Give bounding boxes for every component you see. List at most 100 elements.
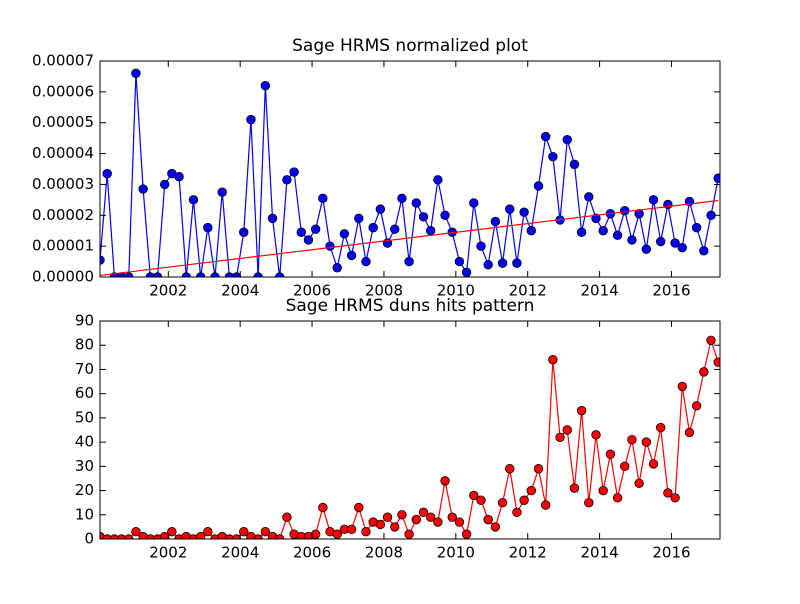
data-point	[591, 213, 601, 224]
data-point	[239, 527, 249, 537]
chart-title: Sage HRMS normalized plot	[292, 36, 528, 56]
data-point	[691, 222, 702, 233]
y-tick-label: 10	[75, 505, 94, 523]
y-tick-label: 20	[75, 481, 94, 499]
data-point	[361, 256, 371, 267]
data-point	[533, 464, 544, 474]
data-point	[440, 476, 450, 486]
data-point	[303, 235, 314, 245]
data-point	[181, 272, 191, 277]
y-tick-label: 0.00007	[32, 52, 94, 70]
data-point	[404, 256, 414, 267]
data-point	[505, 464, 515, 474]
data-point	[253, 272, 263, 277]
data-point	[425, 512, 436, 522]
data-point	[548, 151, 558, 162]
data-point	[627, 434, 637, 445]
data-point	[275, 272, 285, 277]
x-tick-label: 2010	[437, 544, 475, 562]
data-point	[612, 493, 623, 503]
data-point	[253, 534, 263, 539]
data-point	[605, 449, 616, 459]
data-point	[325, 241, 335, 251]
data-point	[497, 258, 508, 268]
y-tick-label: 0	[84, 530, 94, 548]
axes-frame	[99, 60, 721, 278]
data-point	[231, 272, 242, 277]
chart-title: Sage HRMS duns hits pattern	[286, 296, 535, 316]
data-point	[569, 159, 580, 170]
x-tick-label: 2014	[581, 544, 619, 562]
data-point	[152, 272, 163, 277]
data-point	[145, 272, 156, 277]
x-tick-label: 2012	[509, 282, 547, 300]
data-point	[433, 517, 443, 527]
data-point	[109, 534, 120, 539]
data-point	[620, 461, 630, 472]
data-point	[188, 195, 199, 205]
data-point	[354, 213, 364, 224]
data-point	[476, 495, 486, 505]
data-point	[217, 187, 227, 197]
data-point	[425, 226, 436, 236]
data-point	[174, 172, 184, 182]
y-tick-label: 50	[75, 408, 94, 426]
data-point	[310, 529, 321, 539]
data-point	[224, 272, 235, 277]
data-point	[418, 507, 429, 518]
data-point	[505, 204, 515, 214]
y-tick-label: 40	[75, 433, 94, 451]
data-point	[663, 488, 673, 498]
data-point	[512, 507, 522, 518]
x-tick-label: 2008	[365, 544, 403, 562]
data-point	[684, 427, 695, 438]
data-point	[375, 204, 386, 214]
data-point	[296, 227, 306, 237]
plot-area	[100, 68, 720, 277]
data-point	[332, 263, 342, 273]
data-point	[267, 213, 278, 224]
y-tick-label: 0.00003	[32, 175, 94, 193]
data-point	[670, 238, 680, 248]
y-tick-label: 0.00001	[32, 237, 94, 255]
x-tick-label: 2012	[509, 544, 547, 562]
data-point	[224, 534, 235, 539]
data-point	[131, 68, 141, 79]
data-point	[397, 510, 407, 520]
data-point	[533, 181, 544, 191]
data-point	[670, 493, 680, 503]
data-point	[260, 80, 271, 91]
data-point	[404, 529, 414, 539]
data-point	[397, 193, 407, 204]
data-point	[152, 534, 163, 539]
data-point	[569, 483, 580, 493]
y-tick-label: 0.00002	[32, 206, 94, 224]
data-point	[346, 524, 357, 535]
data-point	[239, 227, 249, 237]
data-point	[576, 405, 587, 416]
data-point	[231, 534, 242, 539]
data-point	[447, 512, 457, 522]
data-point	[361, 527, 371, 537]
data-point	[440, 210, 450, 220]
data-point	[411, 198, 421, 208]
y-tick-label: 30	[75, 457, 94, 475]
data-point	[310, 224, 321, 234]
data-point	[591, 430, 601, 440]
y-tick-label: 0.00000	[32, 268, 94, 286]
x-tick-label: 2002	[149, 282, 187, 300]
y-tick-label: 60	[75, 384, 94, 402]
x-tick-label: 2006	[293, 282, 331, 300]
data-point	[159, 531, 170, 539]
data-point	[138, 184, 148, 194]
y-tick-label: 0.00006	[32, 82, 94, 100]
x-tick-label: 2006	[293, 544, 331, 562]
data-point	[282, 512, 292, 522]
data-point	[598, 226, 608, 236]
data-point	[584, 192, 594, 202]
data-point	[275, 534, 285, 539]
data-point	[634, 478, 644, 488]
data-point	[526, 485, 537, 496]
data-point	[713, 357, 720, 367]
